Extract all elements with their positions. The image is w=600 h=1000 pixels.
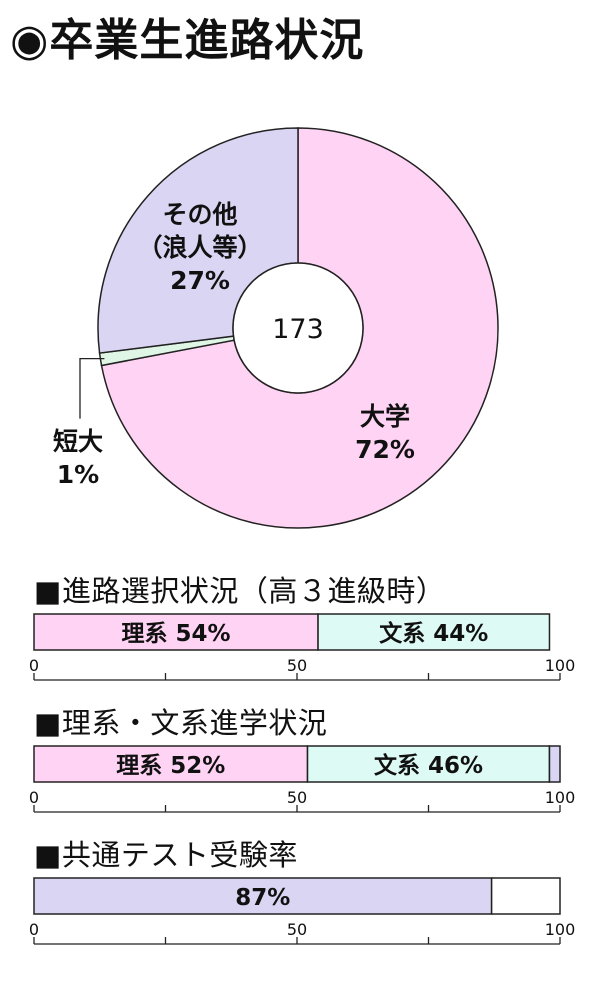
common-test-segment-label-0: 87% [235, 885, 290, 911]
common-test-tick-label-0: 0 [29, 920, 39, 939]
junior-college-leader-line [79, 358, 105, 419]
career-choice-tick-label-1: 50 [287, 656, 307, 675]
career-choice-bar-chart: 理系 54% 文系 44% 0 50 100 [29, 613, 576, 681]
common-test-tick-label-2: 100 [545, 920, 576, 939]
science-humanities-tick-label-0: 0 [29, 788, 39, 807]
slice-label-university-line-0: 大学 [360, 402, 410, 431]
slice-label-other-line-0: その他 [162, 200, 237, 229]
science-humanities-segment-label-1: 文系 46% [374, 752, 483, 779]
slice-label-junior-college-line-0: 短大 [53, 427, 103, 456]
career-choice-segment-1 [317, 613, 551, 651]
career-choice-title: ■進路選択状況（高３進級時） [34, 574, 446, 608]
donut-center [232, 262, 364, 394]
career-choice-tick-label-2: 100 [545, 656, 576, 675]
common-test-segment-1 [490, 877, 561, 915]
science-humanities-title: ■理系・文系進学状況 [34, 706, 328, 740]
science-humanities-segment-label-0: 理系 52% [116, 753, 225, 779]
page-title: ◉卒業生進路状況 [10, 15, 365, 66]
science-humanities-segment-2 [548, 745, 561, 783]
common-test-bar-chart: 87% 0 50 100 [29, 877, 576, 945]
slice-label-junior-college-line-1: 1% [57, 460, 99, 489]
science-humanities-bar-chart: 理系 52% 文系 46% 0 50 100 [29, 745, 576, 813]
science-humanities-segment-0 [33, 745, 309, 783]
slice-label-other-line-1: （浪人等） [137, 233, 262, 262]
science-humanities-segment-1 [306, 745, 551, 783]
career-choice-tick-label-0: 0 [29, 656, 39, 675]
common-test-tick-label-1: 50 [287, 920, 307, 939]
slice-label-university-line-1: 72% [355, 435, 415, 464]
career-choice-segment-label-1: 文系 44% [379, 620, 488, 647]
career-choice-segment-label-0: 理系 54% [121, 621, 230, 647]
slice-label-other-line-2: 27% [170, 266, 230, 295]
donut-center-label: 173 [272, 314, 324, 345]
science-humanities-tick-label-1: 50 [287, 788, 307, 807]
common-test-title: ■共通テスト受験率 [34, 838, 298, 872]
common-test-segment-0 [33, 877, 493, 915]
science-humanities-tick-label-2: 100 [545, 788, 576, 807]
donut-chart: 173 大学 72% その他 （浪人等） 27% 短大 1% [53, 127, 499, 529]
